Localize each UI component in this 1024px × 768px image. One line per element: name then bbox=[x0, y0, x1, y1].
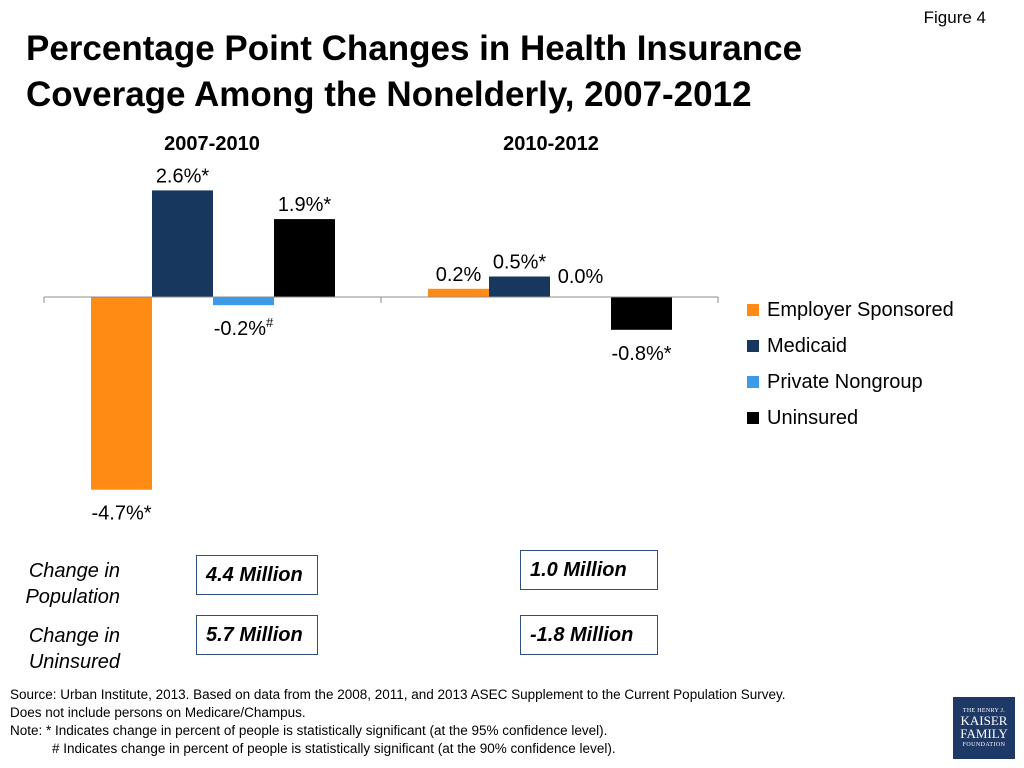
bar-employer-sponsored-2010-2012 bbox=[428, 288, 489, 297]
category-label-2010-2012: 2010-2012 bbox=[503, 133, 599, 155]
footnote-source: Source: Urban Institute, 2013. Based on … bbox=[10, 687, 786, 702]
bar-medicaid-2007-2010 bbox=[152, 190, 213, 297]
category-label-2007-2010: 2007-2010 bbox=[164, 133, 260, 155]
legend-item-medicaid: Medicaid bbox=[747, 328, 954, 364]
legend-label-medicaid: Medicaid bbox=[767, 334, 848, 357]
footnote-90: # Indicates change in percent of people … bbox=[52, 741, 616, 756]
uninsured-change-2007-2010: 5.7 Million bbox=[196, 615, 318, 655]
row-label-uninsured: Change in Uninsured bbox=[28, 625, 120, 673]
bar-employer-sponsored-2007-2010 bbox=[91, 297, 152, 490]
legend-swatch-medicaid bbox=[747, 340, 759, 352]
figure-label: Figure 4 bbox=[923, 8, 986, 27]
bar-private-nongroup-2007-2010 bbox=[213, 297, 274, 306]
footnote-medicare: Does not include persons on Medicare/Cha… bbox=[10, 705, 306, 720]
legend-label-uninsured: Uninsured bbox=[767, 406, 859, 429]
data-label-employer-sponsored-2010-2012: 0.2% bbox=[436, 264, 482, 286]
footnote-95: Note: * Indicates change in percent of p… bbox=[10, 723, 608, 738]
data-label-employer-sponsored-2007-2010: -4.7%* bbox=[91, 503, 151, 525]
uninsured-change-2010-2012: -1.8 Million bbox=[520, 615, 658, 655]
legend-item-uninsured: Uninsured bbox=[747, 400, 954, 436]
row-label-population: Change in Population bbox=[25, 560, 120, 608]
legend-swatch-employer-sponsored bbox=[747, 304, 759, 316]
logo-line-2: KAISER bbox=[960, 713, 1008, 728]
legend-item-employer-sponsored: Employer Sponsored bbox=[747, 292, 954, 328]
population-change-2007-2010: 4.4 Million bbox=[196, 555, 318, 595]
data-label-medicaid-2010-2012: 0.5%* bbox=[493, 252, 547, 274]
data-label-medicaid-2007-2010: 2.6%* bbox=[156, 165, 210, 187]
chart-legend: Employer Sponsored Medicaid Private Nongro… bbox=[747, 292, 954, 436]
legend-label-private-nongroup: Private Nongroup bbox=[767, 370, 923, 393]
legend-swatch-uninsured bbox=[747, 412, 759, 424]
data-label-private-nongroup-2010-2012: 0.0% bbox=[558, 266, 604, 288]
logo-line-3: FAMILY bbox=[960, 726, 1008, 741]
kff-logo: THE HENRY J. KAISER FAMILY FOUNDATION bbox=[953, 697, 1015, 759]
population-change-2010-2012: 1.0 Million bbox=[520, 550, 658, 590]
data-label-uninsured-2007-2010: 1.9%* bbox=[278, 194, 332, 216]
legend-item-private-nongroup: Private Nongroup bbox=[747, 364, 954, 400]
bar-chart: 2007-2010 2010-2012 -4.7%* 0.2% 2.6%* 0.5%* -0… bbox=[43, 133, 719, 525]
bar-uninsured-2007-2010 bbox=[274, 219, 335, 297]
legend-label-employer-sponsored: Employer Sponsored bbox=[767, 298, 954, 321]
bar-uninsured-2010-2012 bbox=[611, 297, 672, 330]
data-label-private-nongroup-2007-2010: -0.2%# bbox=[214, 315, 274, 340]
data-label-uninsured-2010-2012: -0.8%* bbox=[611, 343, 671, 365]
legend-swatch-private-nongroup bbox=[747, 376, 759, 388]
footnotes: Source: Urban Institute, 2013. Based on … bbox=[10, 686, 786, 758]
logo-line-4: FOUNDATION bbox=[962, 742, 1006, 748]
logo-line-1: THE HENRY J. bbox=[962, 708, 1006, 714]
chart-title: Percentage Point Changes in Health Insur… bbox=[26, 29, 803, 114]
bar-medicaid-2010-2012 bbox=[489, 276, 550, 297]
